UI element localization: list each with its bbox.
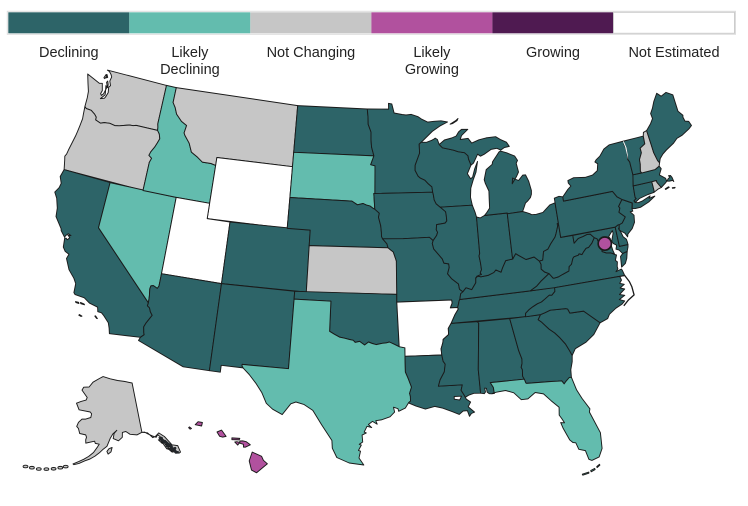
svg-text:Not Changing: Not Changing	[267, 45, 356, 61]
svg-text:Likely: Likely	[413, 45, 451, 61]
svg-text:Growing: Growing	[405, 62, 459, 78]
svg-text:Declining: Declining	[160, 62, 220, 78]
svg-text:Not Estimated: Not Estimated	[628, 45, 719, 61]
svg-text:Growing: Growing	[526, 45, 580, 61]
svg-text:Likely: Likely	[171, 45, 209, 61]
svg-text:Declining: Declining	[39, 45, 99, 61]
